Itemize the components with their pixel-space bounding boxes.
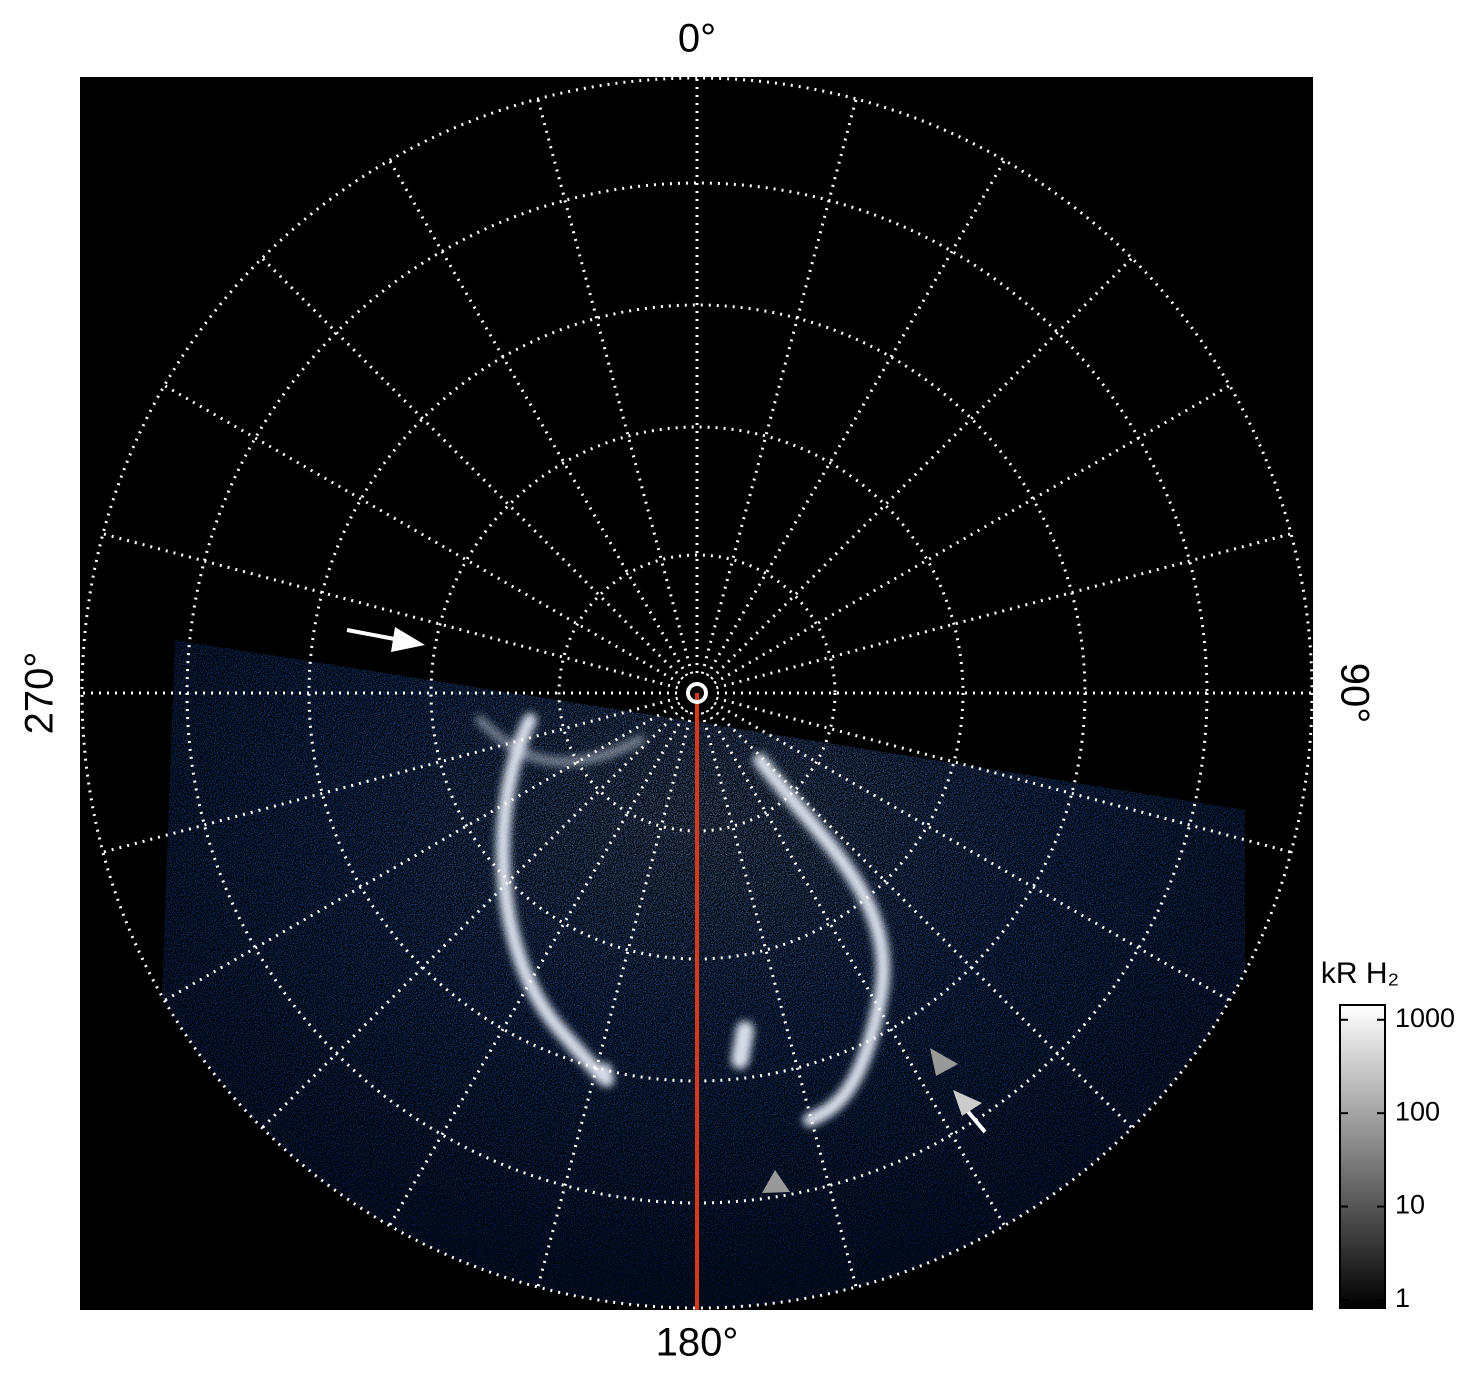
- grid-spoke: [715, 532, 1292, 690]
- angle-tick-label: 180°: [656, 1321, 739, 1365]
- colorbar-tick-label: 1000: [1395, 1003, 1455, 1033]
- angle-tick-label: 0°: [678, 17, 716, 61]
- arrows: [346, 627, 987, 1193]
- angle-tick-label: 270°: [18, 652, 62, 735]
- grid-spoke: [536, 98, 694, 675]
- grid-spoke: [163, 701, 681, 1002]
- colorbar-title: kR H₂: [1321, 957, 1399, 990]
- grid-spoke: [102, 532, 679, 690]
- grid-spoke: [713, 384, 1231, 685]
- grid-spoke: [705, 709, 1006, 1227]
- angle-tick-label: 90°: [1332, 663, 1376, 724]
- colorbar: [1339, 1004, 1386, 1309]
- grid-spoke: [700, 98, 858, 675]
- grid-spoke: [705, 159, 1006, 677]
- grid-spoke: [388, 709, 689, 1227]
- grid-spoke: [261, 706, 684, 1129]
- grid-spoke: [261, 257, 684, 680]
- colorbar-tick-label: 1: [1395, 1283, 1410, 1313]
- grid-spoke: [700, 711, 858, 1288]
- grid-circle: [80, 77, 1313, 1310]
- grid-spoke: [102, 696, 679, 854]
- colorbar-tick-label: 100: [1395, 1096, 1440, 1126]
- grid-spoke: [388, 159, 689, 677]
- pole-marker: [686, 682, 708, 704]
- grid-spoke: [536, 711, 694, 1288]
- grid-spoke: [710, 257, 1133, 680]
- grid-spoke: [163, 384, 681, 685]
- grid-spoke: [710, 706, 1133, 1129]
- grid-spoke: [715, 696, 1292, 854]
- colorbar-tick-label: 10: [1395, 1190, 1425, 1220]
- aurora-image: [80, 77, 1313, 1310]
- grid-spoke: [713, 701, 1231, 1002]
